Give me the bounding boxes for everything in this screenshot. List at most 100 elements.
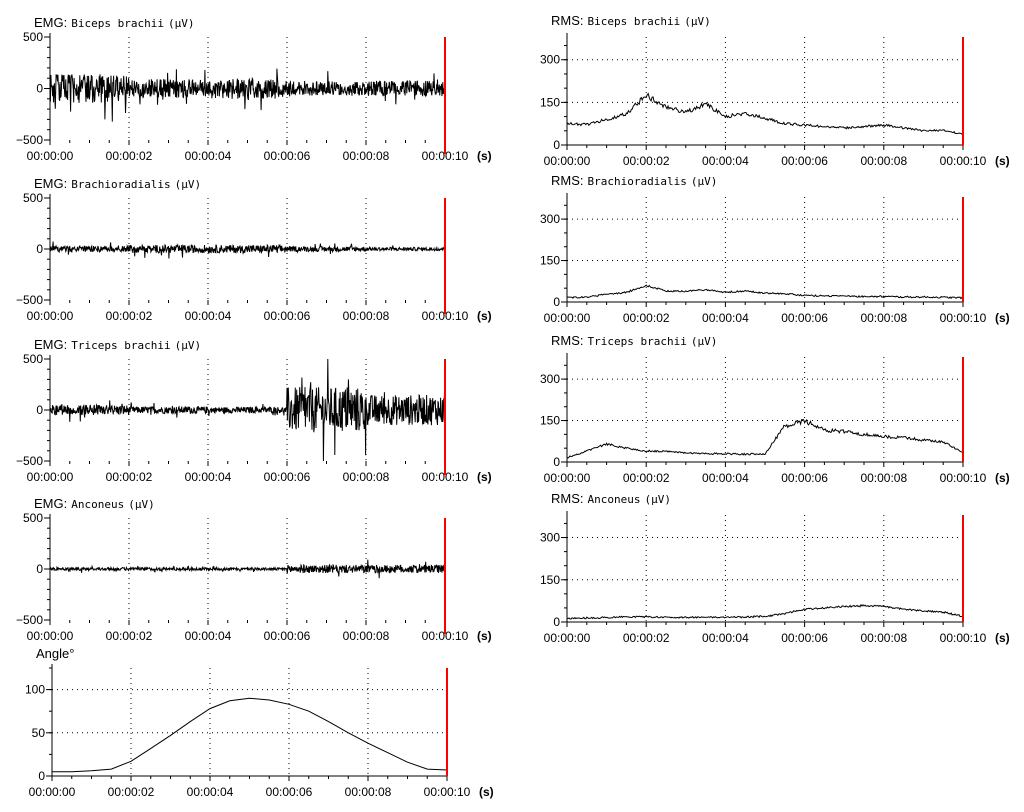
y-tick-label: 50 <box>32 726 46 740</box>
emg-trace <box>49 358 446 462</box>
x-tick-label: 00:00:08 <box>343 629 390 643</box>
panel-title-unit: (µV) <box>691 335 718 348</box>
x-tick-label: 00:00:02 <box>106 629 153 643</box>
x-tick-label: 00:00:04 <box>185 309 232 323</box>
y-tick-label: 0 <box>36 562 43 576</box>
rms-trace <box>566 603 964 620</box>
panel-title-unit: (µV) <box>128 498 155 511</box>
panel-title-prefix: RMS: <box>551 173 584 188</box>
panel-title-muscle: Biceps brachii <box>71 17 164 30</box>
panel-title: EMG: Biceps brachii (µV) <box>34 15 194 30</box>
x-tick-label: 00:00:08 <box>345 785 392 799</box>
panel-title-unit: (µV) <box>691 175 718 188</box>
x-tick-label: 00:00:08 <box>343 470 390 484</box>
x-tick-label: 00:00:10 <box>424 785 471 799</box>
y-tick-label: −500 <box>16 454 43 468</box>
x-unit-label: (s) <box>477 629 492 643</box>
x-tick-label: 00:00:10 <box>940 154 987 168</box>
panel-title: EMG: Triceps brachii (µV) <box>34 337 201 352</box>
x-tick-label: 00:00:00 <box>544 154 591 168</box>
panel-title: EMG: Brachioradialis (µV) <box>34 176 201 191</box>
x-tick-label: 00:00:00 <box>27 629 74 643</box>
chart-panel-rms-triceps: RMS: Triceps brachii (µV) 0 150 300 00:00:00 00… <box>540 333 1010 485</box>
y-tick-label: 150 <box>540 414 560 428</box>
panel-title-muscle: Triceps brachii <box>71 339 170 352</box>
x-tick-label: 00:00:06 <box>781 311 828 325</box>
chart-panel-emg-triceps: EMG: Triceps brachii (µV) −500 0 500 00:00:00 0… <box>16 337 492 484</box>
panel-title-prefix: EMG: <box>34 176 67 191</box>
rms-trace <box>566 419 964 459</box>
x-tick-label: 00:00:02 <box>623 311 670 325</box>
x-tick-label: 00:00:10 <box>422 309 469 323</box>
y-tick-label: 0 <box>38 769 45 783</box>
panel-title-prefix: EMG: <box>34 496 67 511</box>
y-tick-label: 0 <box>553 295 560 309</box>
chart-panel-rms-biceps: RMS: Biceps brachii (µV) 0 150 300 00:00:00 00:… <box>540 13 1010 168</box>
panel-title-unit: (µV) <box>168 17 195 30</box>
x-tick-label: 00:00:10 <box>940 631 987 645</box>
panel-title: RMS: Brachioradialis (µV) <box>551 173 717 188</box>
panel-title-muscle: Brachioradialis <box>71 178 170 191</box>
x-tick-label: 00:00:02 <box>623 154 670 168</box>
x-tick-label: 00:00:02 <box>106 470 153 484</box>
x-tick-label: 00:00:02 <box>623 471 670 485</box>
x-tick-label: 00:00:06 <box>264 629 311 643</box>
y-tick-label: 150 <box>540 254 560 268</box>
panel-title: EMG: Anconeus (µV) <box>34 496 155 511</box>
y-tick-label: 100 <box>25 683 45 697</box>
x-tick-label: 00:00:00 <box>544 631 591 645</box>
y-tick-label: 150 <box>540 95 560 109</box>
y-tick-label: 0 <box>553 138 560 152</box>
y-tick-label: 0 <box>36 242 43 256</box>
x-tick-label: 00:00:02 <box>106 309 153 323</box>
x-tick-label: 00:00:06 <box>264 470 311 484</box>
emg-trace <box>49 68 446 122</box>
panel-title-prefix: RMS: <box>551 491 584 506</box>
panel-title-unit: (µV) <box>644 493 671 506</box>
x-tick-label: 00:00:06 <box>781 631 828 645</box>
chart-panel-angle: Angle° 0 50 100 00:00:00 00:00:02 00:00:04 00:0… <box>25 646 494 799</box>
x-tick-label: 00:00:06 <box>264 149 311 163</box>
x-unit-label: (s) <box>477 470 492 484</box>
y-tick-label: 300 <box>540 372 560 386</box>
y-tick-label: 500 <box>23 511 43 525</box>
x-tick-label: 00:00:08 <box>860 154 907 168</box>
x-tick-label: 00:00:00 <box>27 149 74 163</box>
panel-title-muscle: Anconeus <box>588 493 641 506</box>
y-tick-label: 300 <box>540 53 560 67</box>
panel-title-muscle: Anconeus <box>71 498 124 511</box>
panel-title-prefix: Angle° <box>36 646 74 661</box>
rms-trace <box>566 92 964 136</box>
panel-title: RMS: Triceps brachii (µV) <box>551 333 717 348</box>
y-tick-label: 500 <box>23 30 43 44</box>
y-tick-label: −500 <box>16 293 43 307</box>
x-tick-label: 00:00:04 <box>702 471 749 485</box>
x-tick-label: 00:00:00 <box>29 785 76 799</box>
x-unit-label: (s) <box>477 149 492 163</box>
angle-trace <box>52 697 448 773</box>
y-tick-label: 300 <box>540 212 560 226</box>
panel-title: RMS: Anconeus (µV) <box>551 491 671 506</box>
x-unit-label: (s) <box>479 785 494 799</box>
y-tick-label: −500 <box>16 133 43 147</box>
y-tick-label: 0 <box>553 455 560 469</box>
x-tick-label: 00:00:00 <box>27 309 74 323</box>
y-tick-label: 150 <box>540 573 560 587</box>
x-tick-label: 00:00:04 <box>185 470 232 484</box>
panel-title-prefix: EMG: <box>34 15 67 30</box>
x-tick-label: 00:00:02 <box>108 785 155 799</box>
panel-title-prefix: RMS: <box>551 333 584 348</box>
x-tick-label: 00:00:06 <box>266 785 313 799</box>
y-tick-label: 500 <box>23 352 43 366</box>
x-tick-label: 00:00:04 <box>702 631 749 645</box>
x-unit-label: (s) <box>995 311 1010 325</box>
panel-title-unit: (µV) <box>175 178 202 191</box>
y-tick-label: 0 <box>553 615 560 629</box>
panel-title-prefix: RMS: <box>551 13 584 28</box>
y-tick-label: 0 <box>36 403 43 417</box>
x-tick-label: 00:00:02 <box>623 631 670 645</box>
x-tick-label: 00:00:10 <box>422 470 469 484</box>
chart-panel-emg-biceps: EMG: Biceps brachii (µV) −500 0 500 00:00:00 00… <box>16 15 492 163</box>
x-tick-label: 00:00:10 <box>422 629 469 643</box>
